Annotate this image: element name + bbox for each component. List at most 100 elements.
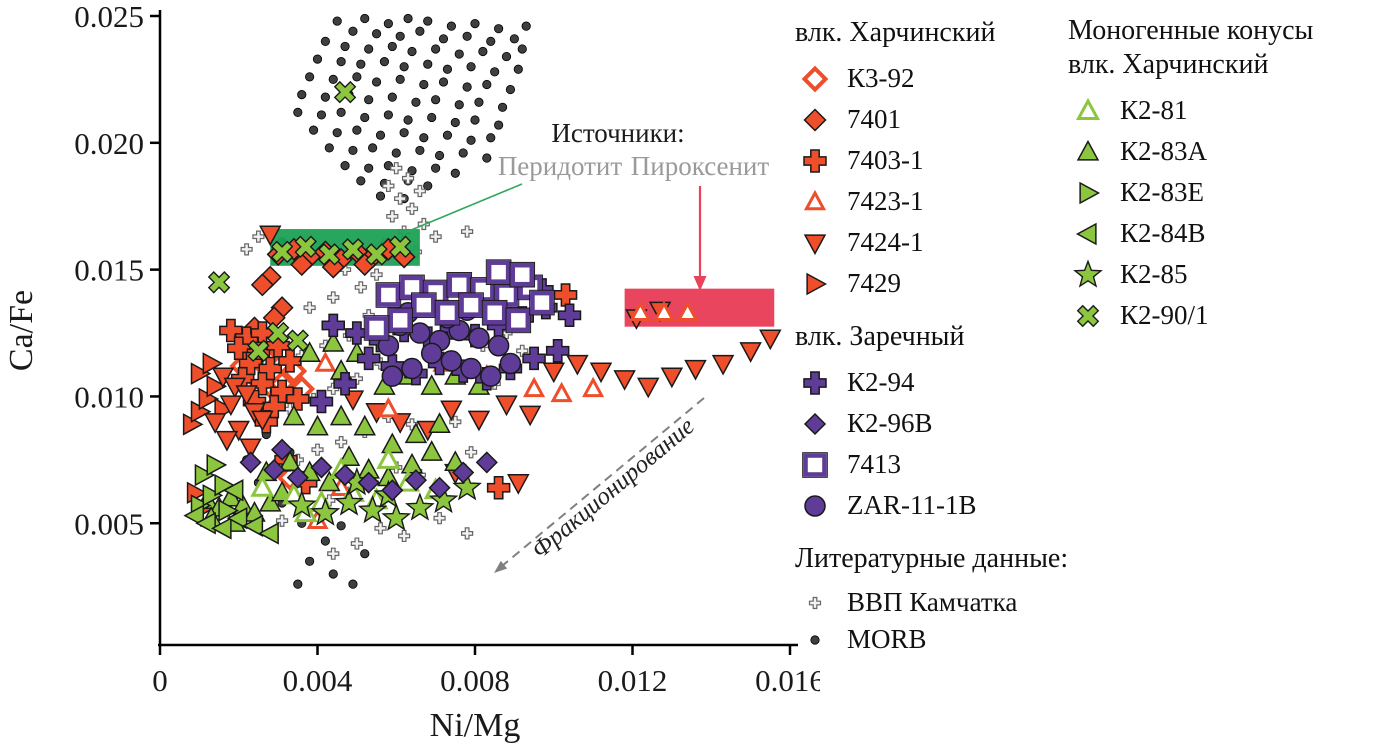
point-morb (352, 125, 362, 135)
legend-label-zar-11-1b: ZAR-11-1В (847, 490, 977, 520)
point-s7423_1 (314, 351, 337, 372)
point-k2_96b (239, 451, 262, 474)
legend-item-vvp-kamchatka: ВВП Камчатка (795, 584, 1065, 621)
point-morb (810, 634, 820, 645)
point-k2_90_1 (270, 240, 294, 264)
point-k2_83a (298, 341, 321, 362)
point-morb (497, 102, 508, 112)
point-morb (450, 168, 460, 178)
point-zar_11_1b (468, 327, 490, 349)
point-k2_83a (322, 331, 345, 352)
point-morb (356, 176, 366, 186)
point-s7424_1 (566, 354, 589, 376)
point-s7424_1 (589, 362, 613, 384)
point-morb (360, 112, 370, 123)
point-k2_96b (475, 451, 498, 474)
point-k2_94 (356, 346, 381, 371)
point-morb (450, 117, 460, 128)
legend-label-k2-96b: К2-96В (847, 408, 933, 438)
legend-item-morb: MORB (795, 621, 1065, 658)
point-k2_84b (1075, 222, 1097, 245)
point-morb (352, 72, 362, 82)
point-k2_90_1 (207, 271, 231, 294)
point-k2_90_1 (388, 235, 412, 259)
point-morb (293, 579, 303, 589)
point-morb (431, 95, 441, 105)
fractionation-label: Фракционирование (527, 413, 700, 564)
point-morb (470, 19, 480, 29)
k2-90-1-marker-icon (1076, 304, 1100, 327)
point-morb (431, 163, 441, 173)
point-s7401 (321, 255, 345, 279)
point-k2_83a (1076, 139, 1100, 161)
point-k2_96b (263, 458, 286, 482)
point-morb (466, 62, 476, 72)
point-vvp (464, 446, 478, 459)
point-k2_96b (334, 464, 357, 487)
point-k2_96b (310, 456, 333, 479)
point-morb (395, 74, 405, 85)
point-k2_94 (522, 346, 546, 371)
point-morb (482, 79, 492, 90)
point-morb (387, 92, 397, 102)
point-vvp (429, 230, 442, 243)
point-s7424_1 (239, 438, 262, 460)
legend-label-vvp-kamchatka: ВВП Камчатка (847, 587, 1018, 617)
point-s7413 (485, 259, 512, 285)
point-s7403_1 (553, 283, 578, 307)
point-k2_94 (321, 313, 345, 338)
point-s7424_1 (440, 400, 463, 422)
point-vvp (350, 537, 363, 550)
7403-1-marker-icon (803, 148, 827, 173)
point-k2_96b (271, 438, 294, 461)
point-s7403_1 (258, 356, 282, 381)
point-k2_90_1 (1076, 304, 1100, 327)
point-s7403_1 (803, 148, 827, 173)
point-morb (395, 31, 405, 41)
point-morb (438, 77, 449, 87)
7424-1-marker-icon (803, 233, 827, 255)
legend-group-title-cones-line2: влк. Харчинский (1068, 49, 1269, 80)
x-tick-label: 0.008 (440, 663, 510, 698)
point-morb (442, 64, 453, 74)
legend-label-k2-83a: К2-83А (1120, 136, 1207, 166)
point-k2_83a (400, 452, 424, 474)
point-s7403_1 (262, 394, 286, 419)
point-morb (419, 79, 429, 90)
point-morb (360, 549, 370, 559)
point-morb (494, 24, 504, 34)
point-s7413 (434, 299, 461, 326)
point-zar_11_1b (460, 357, 482, 380)
point-morb (505, 84, 516, 95)
point-k2_94 (333, 372, 357, 396)
7429-marker-icon (806, 272, 828, 295)
point-morb (364, 163, 374, 173)
legend-label-k2-83e: К2-83Е (1120, 177, 1204, 207)
point-vvp (382, 179, 395, 193)
point-k2_90_1 (286, 329, 310, 352)
legend-label-k2-90-1: К2-90/1 (1120, 300, 1209, 330)
point-k2_96b (428, 476, 451, 499)
point-k2_84b (183, 504, 205, 527)
point-s7423_1 (676, 300, 699, 321)
point-morb (336, 107, 346, 117)
legend-label-k3-92: К3-92 (847, 63, 915, 93)
point-morb (509, 34, 519, 44)
point-k2_96b (357, 471, 380, 494)
point-vvp (350, 372, 363, 385)
legend-label-k2-85: К2-85 (1120, 259, 1188, 289)
point-morb (332, 16, 342, 26)
legend-group-title-literature: Литературные данные: (795, 543, 1069, 574)
point-vvp (398, 529, 411, 543)
point-vvp (374, 522, 387, 535)
point-k2_85 (1073, 258, 1103, 288)
point-k2_84b (258, 522, 279, 545)
point-k2_94 (309, 389, 334, 414)
fractionation-arrowhead (494, 560, 508, 573)
point-s7423_1 (582, 376, 605, 398)
point-morb (494, 120, 504, 130)
point-morb (423, 16, 433, 26)
point-k2_81 (250, 474, 275, 497)
point-s7403_1 (278, 349, 302, 373)
point-k2_96b (286, 466, 309, 489)
